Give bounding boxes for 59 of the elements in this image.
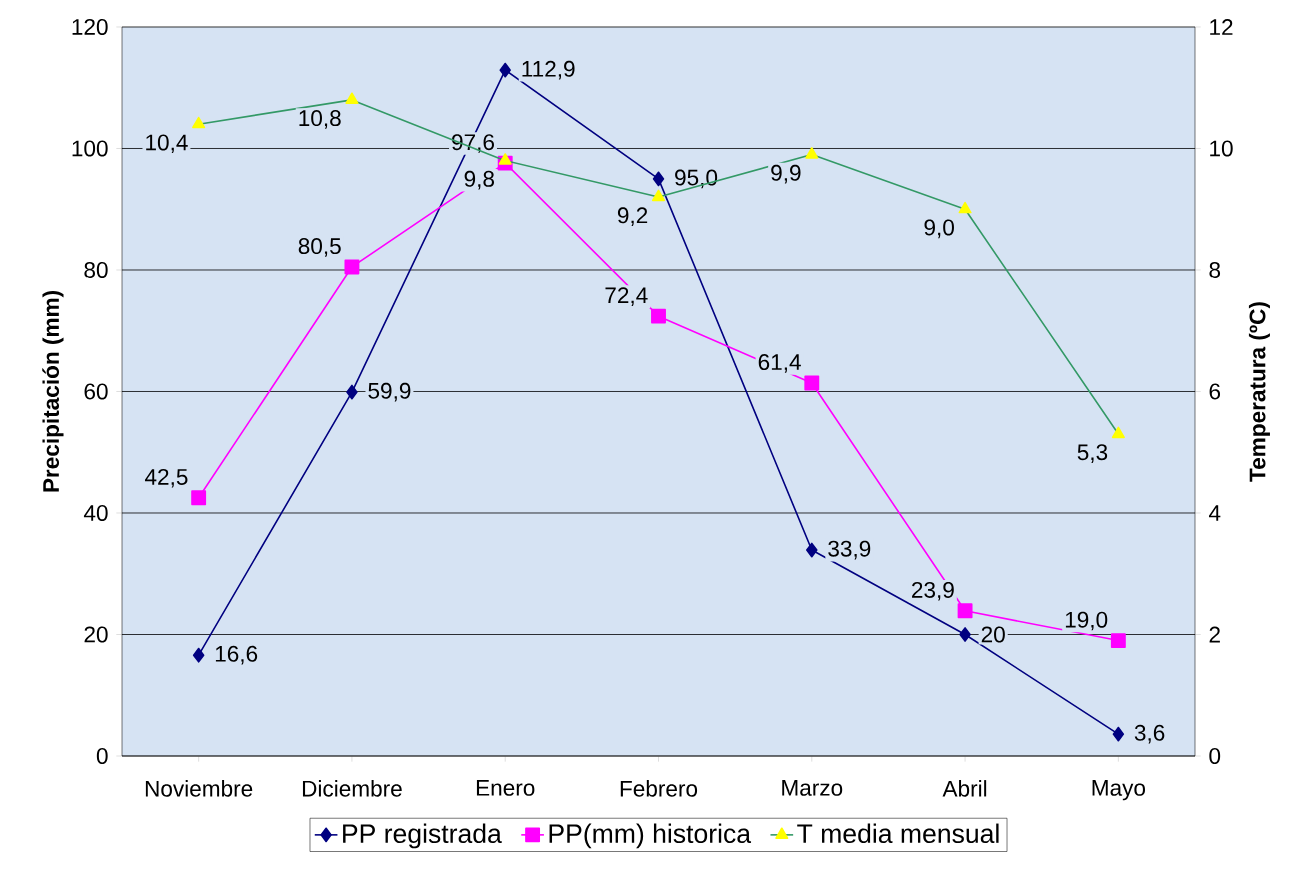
data-label: 72,4 bbox=[605, 287, 648, 306]
point bbox=[806, 542, 818, 558]
y2-tick-label: 0 bbox=[1209, 748, 1221, 764]
data-label: 80,5 bbox=[298, 238, 341, 257]
y2-tick-label: 12 bbox=[1210, 19, 1233, 35]
data-label: 9,2 bbox=[617, 207, 648, 226]
data-label: 23,9 bbox=[912, 581, 954, 601]
y2-tick-label: 2 bbox=[1209, 626, 1220, 643]
point bbox=[957, 603, 973, 619]
y2-tick-label: 10 bbox=[1210, 140, 1233, 157]
data-label: 20 bbox=[981, 626, 1005, 643]
data-label: 9,0 bbox=[924, 219, 954, 239]
y-tick-label: 60 bbox=[84, 383, 108, 400]
point bbox=[652, 171, 665, 187]
y2-axis-title: Temperatura (ºC) bbox=[1248, 302, 1270, 482]
y2-tick-label: 6 bbox=[1209, 383, 1221, 400]
y-tick-label: 100 bbox=[72, 140, 108, 157]
point bbox=[192, 647, 205, 663]
y-axis-title: Precipitación (mm) bbox=[42, 291, 64, 492]
data-label: 59,9 bbox=[368, 382, 411, 402]
x-tick-label: Enero bbox=[476, 780, 535, 796]
data-label: 61,4 bbox=[758, 354, 801, 373]
point bbox=[499, 62, 511, 78]
point bbox=[346, 384, 358, 400]
data-label: 16,6 bbox=[215, 645, 258, 665]
point bbox=[804, 375, 820, 391]
data-label: 5,3 bbox=[1077, 444, 1108, 463]
y-tick-label: 20 bbox=[84, 626, 108, 643]
point bbox=[959, 627, 971, 642]
data-label: 10,4 bbox=[146, 134, 188, 154]
legend-label: PP registrada bbox=[343, 823, 502, 849]
data-label: 3,6 bbox=[1134, 724, 1165, 744]
x-tick-label: Marzo bbox=[782, 780, 843, 796]
y-tick-label: 0 bbox=[96, 748, 108, 764]
y2-tick-label: 4 bbox=[1208, 505, 1221, 521]
point bbox=[1112, 726, 1125, 742]
data-label: 33,9 bbox=[828, 540, 871, 560]
point bbox=[344, 259, 360, 275]
y-tick-label: 40 bbox=[83, 505, 108, 521]
x-tick-label: Noviembre bbox=[145, 780, 253, 797]
data-label: 9,8 bbox=[464, 170, 495, 190]
point bbox=[191, 490, 207, 506]
x-tick-label: Abril bbox=[942, 780, 987, 797]
data-label: 9,9 bbox=[771, 164, 801, 184]
x-tick-label: Febrero bbox=[620, 780, 698, 797]
y-tick-label: 120 bbox=[72, 18, 108, 35]
data-label: 19,0 bbox=[1065, 611, 1108, 631]
data-label: 42,5 bbox=[144, 468, 188, 488]
y-tick-label: 80 bbox=[84, 262, 108, 278]
legend-label: T media mensual bbox=[797, 823, 999, 844]
data-label: 112,9 bbox=[522, 60, 575, 80]
legend-label: PP(mm) historica bbox=[549, 823, 752, 849]
point bbox=[651, 308, 666, 324]
y2-tick-label: 8 bbox=[1209, 262, 1221, 278]
point bbox=[1110, 633, 1126, 649]
data-label: 10,8 bbox=[299, 110, 341, 129]
data-label: 95,0 bbox=[675, 169, 718, 189]
x-tick-label: Diciembre bbox=[302, 780, 402, 797]
x-tick-label: Mayo bbox=[1092, 780, 1146, 801]
